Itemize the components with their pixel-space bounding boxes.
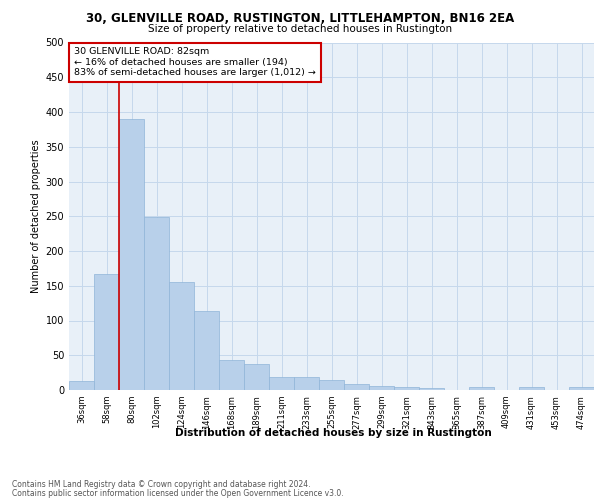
Text: Size of property relative to detached houses in Rustington: Size of property relative to detached ho… (148, 24, 452, 34)
Text: Distribution of detached houses by size in Rustington: Distribution of detached houses by size … (175, 428, 491, 438)
Bar (69, 381, 94, 390)
Text: 30 GLENVILLE ROAD: 82sqm
← 16% of detached houses are smaller (194)
83% of semi-: 30 GLENVILLE ROAD: 82sqm ← 16% of detach… (74, 48, 316, 77)
Bar (469, 387, 494, 390)
Bar (394, 387, 419, 390)
Bar (569, 386, 594, 390)
Bar (144, 217, 169, 390)
Bar (94, 274, 119, 390)
Bar (244, 364, 269, 390)
Bar (344, 384, 369, 390)
Text: 30, GLENVILLE ROAD, RUSTINGTON, LITTLEHAMPTON, BN16 2EA: 30, GLENVILLE ROAD, RUSTINGTON, LITTLEHA… (86, 12, 514, 26)
Bar (369, 386, 394, 390)
Bar (119, 119, 144, 390)
Y-axis label: Number of detached properties: Number of detached properties (31, 140, 41, 293)
Bar (269, 377, 294, 390)
Bar (519, 387, 544, 390)
Bar (194, 311, 219, 390)
Text: Contains public sector information licensed under the Open Government Licence v3: Contains public sector information licen… (12, 488, 344, 498)
Bar (419, 388, 444, 390)
Bar (169, 282, 194, 390)
Bar (294, 378, 319, 390)
Bar (319, 380, 344, 390)
Bar (219, 360, 244, 390)
Text: Contains HM Land Registry data © Crown copyright and database right 2024.: Contains HM Land Registry data © Crown c… (12, 480, 311, 489)
